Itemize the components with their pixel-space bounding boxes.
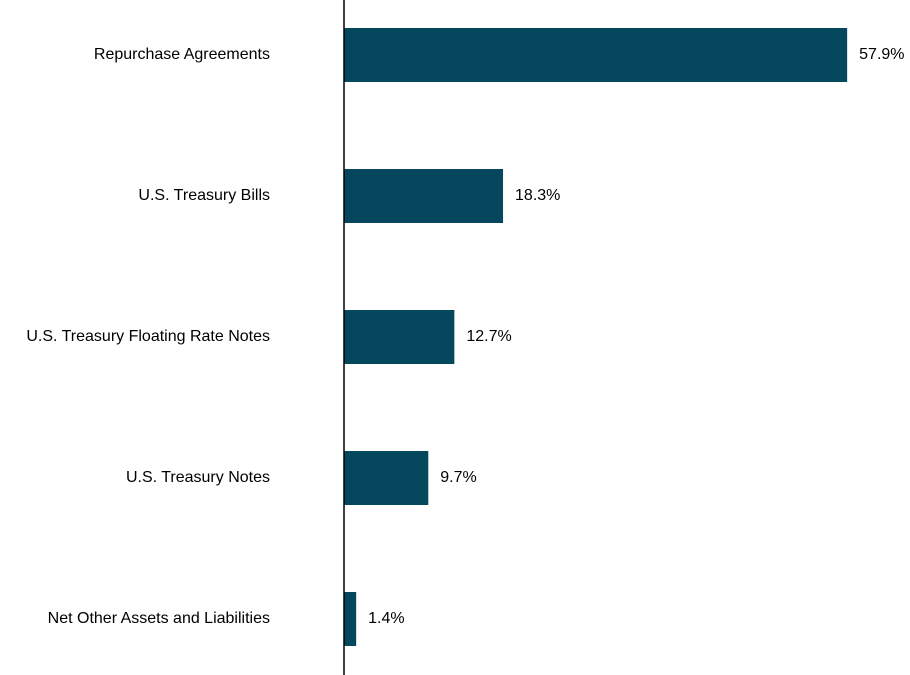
value-label-3: 12.7% [466, 328, 511, 345]
category-label-5: Net Other Assets and Liabilities [48, 610, 270, 627]
bar-5 [344, 592, 357, 646]
category-label-4: U.S. Treasury Notes [126, 469, 270, 486]
value-label-2: 18.3% [515, 187, 560, 204]
bar-4 [344, 451, 429, 505]
category-label-2: U.S. Treasury Bills [138, 187, 270, 204]
value-labels-layer: 57.9% 18.3% 12.7% 9.7% 1.4% [368, 46, 904, 627]
bar-1 [344, 28, 848, 82]
bar-3 [344, 310, 455, 364]
category-label-3: U.S. Treasury Floating Rate Notes [26, 328, 270, 345]
value-label-1: 57.9% [859, 46, 904, 63]
category-label-1: Repurchase Agreements [94, 46, 270, 63]
value-label-5: 1.4% [368, 610, 404, 627]
bars-layer [344, 28, 848, 646]
bar-2 [344, 169, 504, 223]
category-labels-layer: Repurchase Agreements U.S. Treasury Bills… [26, 46, 270, 627]
value-label-4: 9.7% [440, 469, 476, 486]
